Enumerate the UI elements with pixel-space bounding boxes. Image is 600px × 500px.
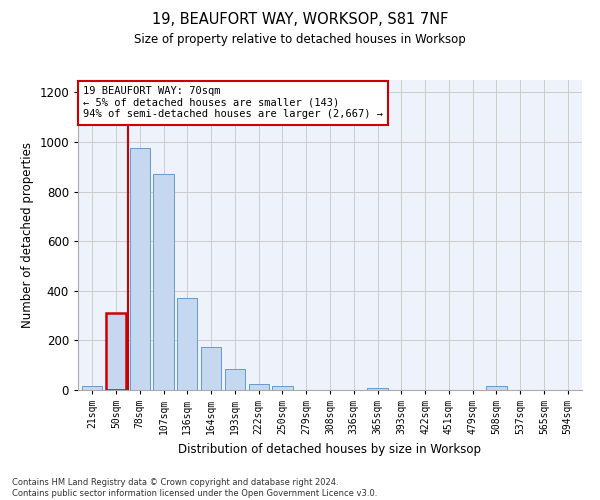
Bar [177,298,197,390]
Y-axis label: Number of detached properties: Number of detached properties [20,142,34,328]
Text: 19, BEAUFORT WAY, WORKSOP, S81 7NF: 19, BEAUFORT WAY, WORKSOP, S81 7NF [152,12,448,28]
Text: Contains HM Land Registry data © Crown copyright and database right 2024.
Contai: Contains HM Land Registry data © Crown c… [12,478,377,498]
Bar [154,174,173,390]
Bar [130,148,150,390]
X-axis label: Distribution of detached houses by size in Worksop: Distribution of detached houses by size … [179,442,482,456]
Bar [248,384,269,390]
Bar [272,386,293,390]
Text: 19 BEAUFORT WAY: 70sqm
← 5% of detached houses are smaller (143)
94% of semi-det: 19 BEAUFORT WAY: 70sqm ← 5% of detached … [83,86,383,120]
Bar [106,313,126,390]
Bar [201,346,221,390]
Text: Size of property relative to detached houses in Worksop: Size of property relative to detached ho… [134,32,466,46]
Bar [106,313,126,390]
Bar [367,388,388,390]
Bar [82,386,103,390]
Bar [487,386,506,390]
Bar [225,369,245,390]
